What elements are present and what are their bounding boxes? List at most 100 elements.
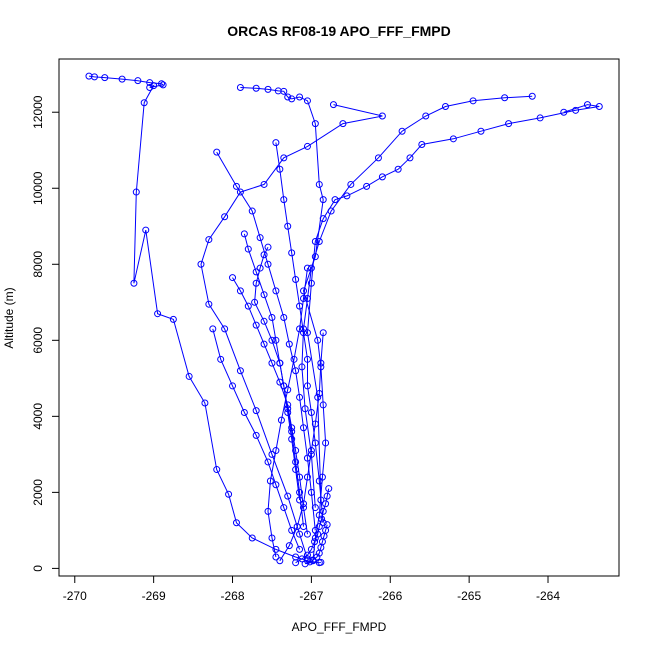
data-point (244, 302, 252, 310)
data-point (280, 196, 288, 204)
y-tick-label: 6000 (31, 327, 45, 354)
plot-frame (58, 58, 620, 577)
data-point (528, 92, 536, 100)
data-point (280, 87, 288, 95)
data-point (322, 439, 330, 447)
y-tick-label: 10000 (31, 171, 45, 205)
data-point (232, 182, 240, 190)
data-point (150, 82, 158, 90)
data-point (319, 215, 327, 223)
data-point (217, 355, 225, 363)
data-point (264, 260, 272, 268)
data-point (209, 325, 217, 333)
data-point (272, 139, 280, 147)
data-point (132, 188, 140, 196)
series-line (232, 277, 308, 535)
data-point (130, 279, 138, 287)
series-line (279, 332, 324, 562)
data-point (292, 447, 300, 455)
data-point (284, 222, 292, 230)
data-point (317, 359, 325, 367)
data-point (272, 336, 280, 344)
x-tick-label: -268 (221, 589, 245, 603)
data-point (118, 75, 126, 83)
data-point (268, 359, 276, 367)
data-point (323, 521, 331, 529)
data-point (292, 458, 300, 466)
data-point (572, 106, 580, 114)
data-point (280, 154, 288, 162)
data-point (272, 447, 280, 455)
data-point (343, 192, 351, 200)
data-point (323, 492, 331, 500)
data-point (300, 329, 308, 337)
data-point (205, 300, 213, 308)
data-point (296, 530, 304, 538)
data-point (252, 431, 260, 439)
data-point (276, 165, 284, 173)
data-point (169, 315, 177, 323)
data-point (315, 237, 323, 245)
data-point (221, 325, 229, 333)
data-point (252, 407, 260, 415)
series-line (212, 328, 301, 550)
series-line (216, 151, 316, 531)
data-point (374, 154, 382, 162)
data-point (236, 367, 244, 375)
data-point (236, 287, 244, 295)
chart-title: ORCAS RF08-19 APO_FFF_FMPD (227, 23, 451, 39)
data-point (288, 95, 296, 103)
x-tick-label: -270 (63, 589, 87, 603)
data-point (252, 268, 260, 276)
series-layer (85, 72, 603, 568)
x-tick-label: -265 (457, 589, 481, 603)
data-point (296, 325, 304, 333)
data-point (292, 466, 300, 474)
data-point (293, 523, 301, 531)
y-axis-label: Altitude (m) (2, 287, 16, 348)
data-point (134, 77, 142, 85)
data-point (272, 481, 280, 489)
data-point (301, 560, 309, 568)
data-point (319, 329, 327, 337)
series-line (301, 95, 533, 508)
data-point (260, 251, 268, 259)
data-point (322, 500, 330, 508)
data-point (303, 551, 311, 559)
y-tick-label: 4000 (31, 403, 45, 430)
data-point (240, 230, 248, 238)
data-point (505, 120, 513, 128)
data-point (260, 317, 268, 325)
data-point (303, 264, 311, 272)
data-point (303, 329, 311, 337)
data-point (307, 279, 315, 287)
data-point (311, 420, 319, 428)
data-point (252, 279, 260, 287)
data-point (272, 545, 280, 553)
data-point (319, 196, 327, 204)
data-point (398, 127, 406, 135)
data-point (319, 507, 327, 515)
y-axis: 0 2000 4000 6000 8000 10000 12000 (31, 95, 60, 572)
data-point (158, 80, 166, 88)
data-point (406, 154, 414, 162)
data-point (290, 355, 298, 363)
data-point (296, 496, 304, 504)
data-point (296, 488, 304, 496)
data-point (256, 234, 264, 242)
data-point (284, 492, 292, 500)
series-line (243, 233, 301, 501)
data-point (236, 84, 244, 92)
data-point (154, 310, 162, 318)
data-point (347, 180, 355, 188)
data-point (240, 409, 248, 417)
data-point (314, 393, 322, 401)
data-point (272, 287, 280, 295)
data-point (280, 314, 288, 321)
data-point (303, 294, 311, 302)
data-point (232, 519, 240, 527)
data-point (311, 237, 319, 245)
data-point (225, 490, 233, 498)
data-point (288, 526, 296, 534)
